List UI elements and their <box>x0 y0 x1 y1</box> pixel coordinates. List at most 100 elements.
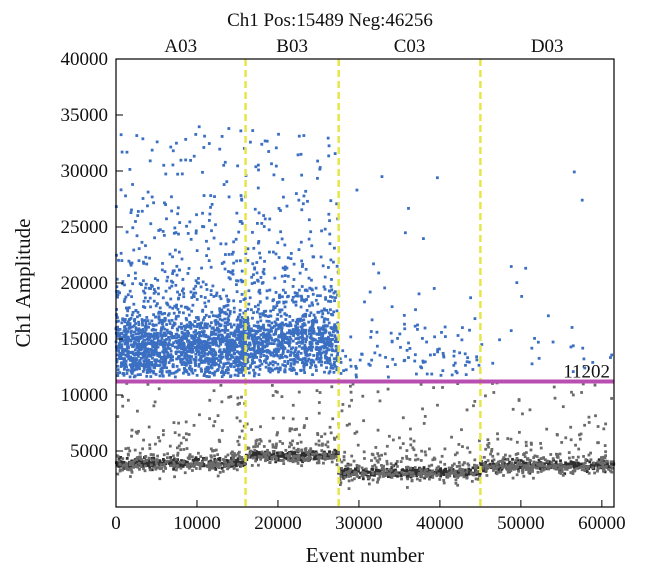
droplet-point <box>300 464 303 467</box>
droplet-point <box>265 456 268 459</box>
droplet-point <box>163 453 166 456</box>
droplet-point <box>311 373 314 376</box>
droplet-point <box>443 463 446 466</box>
droplet-point <box>162 470 165 473</box>
droplet-point <box>392 439 395 442</box>
droplet-point <box>152 324 155 327</box>
droplet-point <box>121 395 124 398</box>
droplet-point <box>401 457 404 460</box>
droplet-point <box>331 343 334 346</box>
droplet-point <box>303 313 306 316</box>
droplet-point <box>453 463 456 466</box>
droplet-point <box>236 397 239 400</box>
droplet-point <box>253 449 256 452</box>
droplet-point <box>176 365 179 368</box>
droplet-point <box>527 462 530 465</box>
droplet-point <box>120 252 123 255</box>
droplet-point <box>309 341 312 344</box>
droplet-point <box>465 471 468 474</box>
droplet-point <box>169 322 172 325</box>
droplet-point <box>378 458 381 461</box>
droplet-point <box>386 463 389 466</box>
droplet-point <box>241 430 244 433</box>
droplet-point <box>149 297 152 300</box>
droplet-point <box>460 471 463 474</box>
droplet-point <box>169 347 172 350</box>
droplet-point <box>404 231 407 234</box>
droplet-point <box>230 363 233 366</box>
droplet-point <box>205 254 208 257</box>
droplet-point <box>166 331 169 334</box>
droplet-point <box>281 275 284 278</box>
droplet-point <box>149 362 152 365</box>
droplet-point <box>361 466 364 469</box>
droplet-point <box>268 350 271 353</box>
droplet-point <box>247 337 250 340</box>
droplet-point <box>467 468 470 471</box>
droplet-point <box>121 405 124 408</box>
droplet-point <box>444 335 447 338</box>
droplet-point <box>374 446 377 449</box>
droplet-point <box>187 308 190 311</box>
droplet-point <box>139 452 142 455</box>
droplet-point <box>256 321 259 324</box>
droplet-point <box>149 375 152 378</box>
droplet-point <box>268 367 271 370</box>
droplet-point <box>205 283 208 286</box>
droplet-point <box>219 471 222 474</box>
droplet-point <box>422 237 425 240</box>
droplet-point <box>303 369 306 372</box>
droplet-point <box>151 459 154 462</box>
droplet-point <box>335 455 338 458</box>
droplet-point <box>549 465 552 468</box>
droplet-point <box>236 319 239 322</box>
droplet-point <box>205 348 208 351</box>
droplet-point <box>217 414 220 417</box>
droplet-point <box>184 329 187 332</box>
droplet-point <box>168 287 171 290</box>
droplet-point <box>214 464 217 467</box>
droplet-point <box>138 456 141 459</box>
droplet-point <box>221 366 224 369</box>
droplet-point <box>279 230 282 233</box>
droplet-point <box>590 458 593 461</box>
droplet-point <box>190 310 193 313</box>
droplet-point <box>336 331 339 334</box>
droplet-point <box>252 247 255 250</box>
droplet-point <box>328 219 331 222</box>
droplet-point <box>171 319 174 322</box>
droplet-point <box>175 340 178 343</box>
droplet-point <box>209 461 212 464</box>
droplet-point <box>136 234 139 237</box>
droplet-point <box>135 309 138 312</box>
droplet-point <box>201 360 204 363</box>
droplet-point <box>350 365 353 368</box>
droplet-point <box>156 455 159 458</box>
droplet-point <box>281 321 284 324</box>
droplet-point <box>249 296 252 299</box>
droplet-point <box>353 460 356 463</box>
droplet-point <box>126 309 129 312</box>
droplet-point <box>181 336 184 339</box>
droplet-point <box>414 353 417 356</box>
droplet-point <box>214 468 217 471</box>
droplet-point <box>249 348 252 351</box>
droplet-point <box>400 460 403 463</box>
droplet-point <box>162 348 165 351</box>
droplet-point <box>163 351 166 354</box>
droplet-point <box>317 459 320 462</box>
droplet-point <box>237 460 240 463</box>
droplet-point <box>322 462 325 465</box>
droplet-point <box>123 283 126 286</box>
droplet-point <box>419 365 422 368</box>
droplet-point <box>318 352 321 355</box>
plot-area: 11202 <box>115 59 615 507</box>
droplet-point <box>253 361 256 364</box>
droplet-point <box>293 363 296 366</box>
droplet-point <box>131 183 134 186</box>
droplet-point <box>272 446 275 449</box>
droplet-point <box>173 227 176 230</box>
droplet-point <box>284 365 287 368</box>
droplet-point <box>116 415 119 418</box>
droplet-point <box>333 364 336 367</box>
